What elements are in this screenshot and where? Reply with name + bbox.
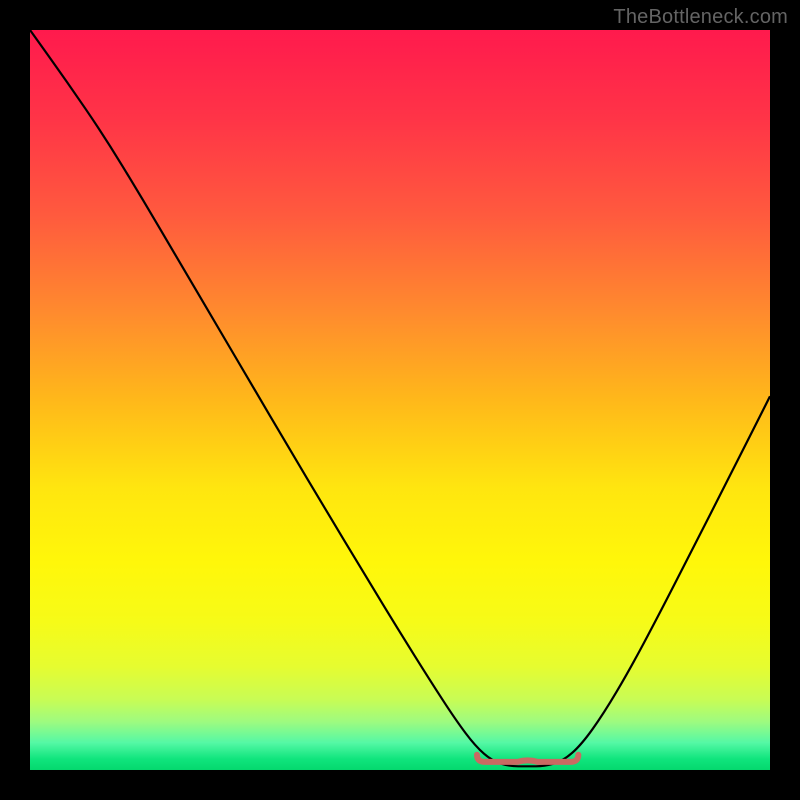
watermark: TheBottleneck.com xyxy=(613,6,788,29)
plot-inner xyxy=(30,30,770,770)
plot-area xyxy=(30,30,770,770)
chart-svg xyxy=(30,30,770,770)
gradient-background xyxy=(30,30,770,770)
